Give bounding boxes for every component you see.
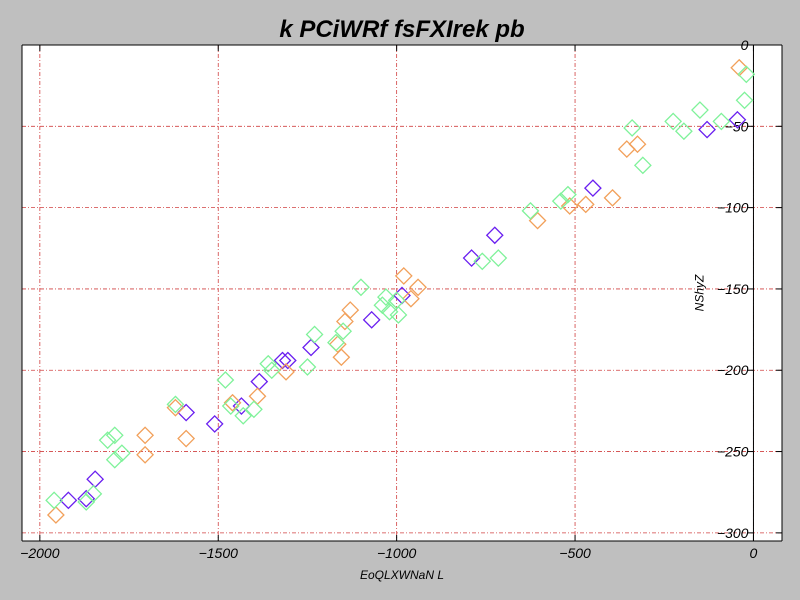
data-point [377, 288, 395, 306]
data-point [245, 400, 263, 419]
y-tick-label: −300 [717, 525, 749, 541]
data-point [302, 338, 320, 357]
data-point [273, 351, 292, 370]
data-point [305, 325, 324, 344]
y-tick-label: −250 [717, 444, 749, 460]
x-tick-label: −2000 [20, 545, 60, 561]
data-point [628, 135, 647, 154]
data-point [352, 278, 370, 297]
data-point [489, 249, 508, 267]
data-point [166, 395, 185, 414]
x-axis-label: EoQLXWNaN L [360, 568, 444, 582]
x-tick-label: 0 [750, 545, 758, 561]
data-point [278, 351, 297, 370]
data-point [603, 188, 622, 207]
data-point [737, 65, 756, 84]
y-tick-label: −150 [717, 281, 749, 297]
data-point [105, 450, 124, 469]
data-point [473, 252, 492, 271]
data-point [98, 431, 117, 450]
data-point [394, 267, 413, 285]
data-point [46, 506, 65, 524]
data-point [262, 361, 281, 380]
data-point [177, 429, 196, 448]
x-tick-label: −1000 [377, 545, 417, 561]
data-point [558, 185, 577, 204]
data-point [462, 249, 481, 267]
data-point [105, 426, 124, 445]
data-point [298, 358, 317, 376]
data-point [551, 192, 570, 211]
data-points [45, 58, 756, 524]
data-point [735, 91, 754, 110]
data-point [409, 278, 427, 297]
data-point [691, 101, 709, 119]
data-point [45, 491, 64, 510]
data-point [221, 397, 240, 415]
data-point [712, 112, 731, 131]
data-point [362, 310, 381, 329]
data-point [485, 226, 504, 245]
data-point [84, 484, 103, 503]
data-point [59, 491, 78, 510]
y-axis-label: NShyZ [692, 274, 706, 311]
data-point [112, 444, 131, 463]
grid-lines [22, 44, 782, 541]
data-point [633, 156, 652, 175]
data-point [698, 120, 716, 139]
data-point [223, 393, 242, 412]
data-point [521, 201, 540, 220]
y-tick-label: −100 [717, 200, 749, 216]
data-point [332, 348, 351, 367]
data-point [277, 362, 295, 381]
data-point [259, 354, 278, 373]
data-point [728, 110, 747, 129]
data-point [334, 322, 353, 341]
y-tick-label: 0 [741, 37, 749, 53]
data-point [327, 333, 345, 352]
data-point [560, 197, 579, 215]
data-point [205, 414, 224, 433]
data-point [623, 119, 642, 137]
data-point [583, 179, 602, 198]
data-point [77, 489, 96, 508]
data-point [402, 289, 420, 308]
y-tick-label: −200 [717, 362, 749, 378]
data-point [664, 112, 683, 131]
data-point [389, 306, 408, 324]
data-point [136, 426, 155, 445]
chart-title: k PCiWRf fsFXIrek pb [279, 16, 524, 43]
data-point [674, 122, 693, 141]
data-point [216, 371, 235, 389]
x-tick-label: −1500 [199, 545, 239, 561]
data-point [576, 195, 595, 214]
data-point [380, 302, 399, 321]
axis-ticks: −2000 −1500 −1000 −500 00−50−100−150−200−250… [20, 37, 782, 561]
x-tick-label: −500 [559, 545, 591, 561]
data-point [341, 301, 360, 319]
data-point [234, 406, 253, 425]
data-point [166, 398, 185, 417]
data-point [136, 445, 155, 464]
